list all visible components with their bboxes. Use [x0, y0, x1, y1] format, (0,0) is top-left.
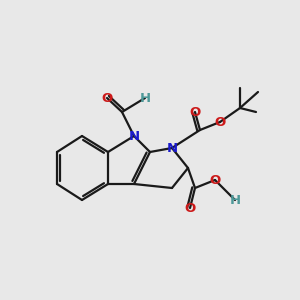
Text: H: H [140, 92, 151, 104]
Text: O: O [214, 116, 226, 128]
Text: N: N [167, 142, 178, 154]
Text: O: O [101, 92, 112, 104]
Text: H: H [230, 194, 241, 206]
Text: O: O [209, 173, 220, 187]
Text: O: O [184, 202, 196, 214]
Text: N: N [128, 130, 140, 142]
Text: O: O [189, 106, 201, 118]
